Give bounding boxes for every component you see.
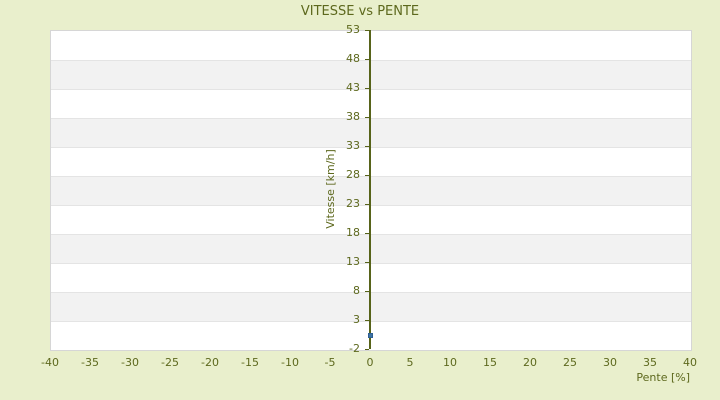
y-tick-label: 8 (353, 284, 360, 297)
y-tick-label: 38 (346, 110, 360, 123)
x-tick-label: 30 (603, 356, 617, 369)
y-tick-label: 13 (346, 255, 360, 268)
y-axis-line (369, 30, 371, 349)
plot-band (51, 176, 691, 205)
y-axis-tick (365, 146, 369, 147)
y-tick-label: 3 (353, 313, 360, 326)
y-tick-label: -2 (349, 342, 360, 355)
x-tick-label: 40 (683, 356, 697, 369)
y-tick-label: 28 (346, 168, 360, 181)
x-tick-label: 5 (406, 356, 414, 369)
x-tick-label: -30 (121, 356, 139, 369)
y-gridline (51, 234, 691, 235)
x-tick-label: -10 (281, 356, 299, 369)
x-tick-label: -25 (161, 356, 179, 369)
y-gridline (51, 263, 691, 264)
y-axis-tick (365, 88, 369, 89)
plot-band (51, 147, 691, 176)
x-tick-label: -15 (241, 356, 259, 369)
y-axis-tick (365, 349, 369, 350)
x-tick-label: 20 (523, 356, 537, 369)
plot-area (50, 30, 692, 351)
y-axis-tick (365, 320, 369, 321)
y-axis-tick (365, 262, 369, 263)
y-gridline (51, 60, 691, 61)
y-axis-tick (365, 117, 369, 118)
y-axis-tick (365, 30, 369, 31)
y-tick-label: 18 (346, 226, 360, 239)
y-axis-tick (365, 204, 369, 205)
x-tick-label: 0 (366, 356, 374, 369)
plot-band (51, 205, 691, 234)
x-tick-label: -5 (324, 356, 336, 369)
x-tick-label: 25 (563, 356, 577, 369)
y-tick-label: 48 (346, 52, 360, 65)
x-tick-label: -40 (41, 356, 59, 369)
data-point-marker (367, 333, 373, 339)
y-gridline (51, 176, 691, 177)
y-axis-tick (365, 291, 369, 292)
plot-band (51, 89, 691, 118)
x-tick-label: 15 (483, 356, 497, 369)
x-tick-label: -35 (81, 356, 99, 369)
plot-band (51, 31, 691, 60)
x-tick-label: 35 (643, 356, 657, 369)
y-gridline (51, 118, 691, 119)
y-axis-tick (365, 175, 369, 176)
chart-title: VITESSE vs PENTE (300, 4, 420, 19)
y-tick-label: 33 (346, 139, 360, 152)
y-gridline (51, 292, 691, 293)
plot-band (51, 60, 691, 89)
y-tick-label: 23 (346, 197, 360, 210)
y-axis-tick (365, 233, 369, 234)
x-axis-title: Pente [%] (636, 371, 690, 384)
plot-band (51, 234, 691, 263)
y-tick-label: 53 (346, 23, 360, 36)
y-gridline (51, 205, 691, 206)
x-tick-label: 10 (443, 356, 457, 369)
y-axis-tick (365, 59, 369, 60)
y-gridline (51, 147, 691, 148)
plot-band (51, 118, 691, 147)
y-gridline (51, 321, 691, 322)
y-tick-label: 43 (346, 81, 360, 94)
plot-band (51, 292, 691, 321)
plot-band (51, 263, 691, 292)
x-tick-label: -20 (201, 356, 219, 369)
y-gridline (51, 89, 691, 90)
